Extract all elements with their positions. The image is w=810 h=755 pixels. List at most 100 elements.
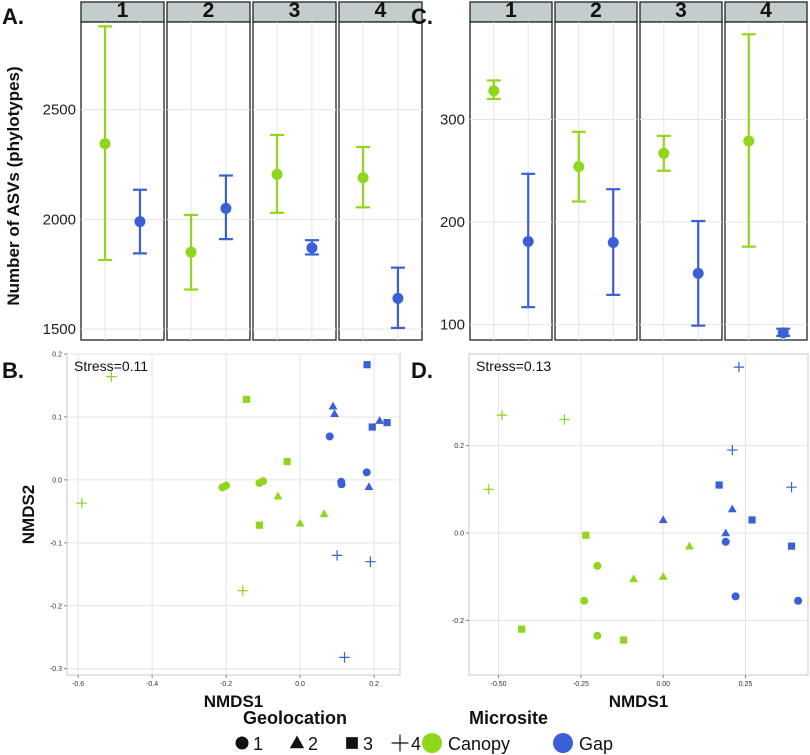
ordination-point [715, 481, 723, 489]
y-tick-label: 100 [440, 317, 465, 334]
mean-point-canopy [185, 246, 197, 258]
y-tick-label: -0.2 [452, 618, 464, 625]
mean-point-canopy [357, 172, 369, 184]
ordination-point [794, 596, 803, 605]
legend-label-geo: 2 [308, 734, 318, 754]
facet-panel [469, 21, 553, 341]
x-tick-label: -0.25 [573, 681, 589, 688]
ordination-point [106, 371, 117, 382]
panel-label: D. [411, 358, 433, 383]
x-tick-label: 0.2 [369, 681, 379, 688]
panel-label: A. [2, 4, 24, 29]
ordination-point [658, 515, 668, 524]
ordination-point [222, 481, 231, 490]
ordination-point [658, 572, 668, 580]
ordination-point [242, 395, 251, 403]
facet-panel [252, 21, 337, 341]
facet-panel [338, 21, 423, 341]
plot-area [66, 353, 401, 676]
x-axis-title: NMDS1 [204, 692, 264, 711]
facet-label: 4 [760, 0, 772, 22]
ordination-point [368, 423, 376, 431]
legend-shape-4 [391, 734, 409, 752]
panel-d: D. -0.50 -0.25 0.00 0.25 -0.2 0.0 0.2 Stress=0.1… [411, 353, 809, 711]
ordination-point [559, 414, 570, 425]
ordination-point [629, 574, 638, 583]
ordination-point [295, 518, 305, 527]
ordination-point [325, 432, 334, 441]
x-axis-title: NMDS1 [609, 692, 669, 711]
y-tick-label: 0.0 [454, 531, 464, 538]
x-tick-label: 0.25 [739, 681, 753, 688]
mean-point-canopy [488, 85, 500, 97]
legend-label-geo: 1 [253, 734, 263, 754]
ordination-point [328, 401, 338, 410]
ordination-point [362, 468, 371, 477]
y-axis-title: NMDS2 [19, 485, 38, 545]
ordination-point [330, 409, 339, 417]
stress-label: Stress=0.13 [476, 358, 551, 374]
x-tick-label: 0.00 [656, 681, 670, 688]
ordination-point [375, 416, 385, 424]
ordination-point [593, 631, 602, 640]
mean-point-canopy [99, 138, 111, 150]
x-tick-label: -0.50 [491, 681, 507, 688]
mean-point-gap [607, 237, 619, 249]
ordination-point [76, 497, 87, 509]
mean-point-gap [522, 236, 534, 248]
panel-c: C. 1 2 3 4 100 200 300 [411, 0, 808, 341]
facet-label: 4 [375, 0, 387, 22]
legend: Geolocation 1 2 3 4 Microsite Canopy Gap [235, 708, 613, 754]
ordination-point [363, 361, 371, 369]
panel-b: B. -0.6 -0.4 -0.2 0.0 0.2 -0.3 -0.2 -0.1 0.0 0.1 0.… [2, 352, 401, 711]
mean-point-gap [134, 216, 146, 228]
legend-label-canopy: Canopy [448, 734, 510, 754]
ordination-point [748, 516, 756, 524]
y-tick-label: 200 [440, 214, 465, 231]
ordination-point [259, 477, 268, 486]
ordination-point [721, 537, 730, 546]
ordination-point [496, 409, 508, 421]
legend-shape-1 [235, 736, 249, 750]
mean-point-canopy [743, 135, 755, 147]
legend-label-geo: 4 [411, 734, 421, 754]
ordination-point [337, 480, 346, 489]
legend-swatch-canopy [422, 733, 442, 753]
ordination-point [721, 528, 731, 537]
ordination-point [383, 419, 391, 427]
y-tick-label: -0.1 [50, 540, 62, 547]
y-tick-label: 2000 [43, 211, 76, 228]
legend-label-geo: 3 [363, 734, 373, 754]
y-tick-label: -0.3 [50, 666, 62, 673]
mean-point-gap [392, 292, 404, 304]
facet-panel [80, 21, 165, 341]
y-axis-title: Number of ASVs (phylotypes) [4, 66, 23, 305]
ordination-point [273, 491, 283, 500]
legend-title-microsite: Microsite [469, 708, 548, 728]
y-tick-label: -0.2 [50, 603, 62, 610]
x-tick-label: 0.0 [295, 681, 305, 688]
ordination-point [593, 561, 602, 570]
facet-panel [724, 21, 808, 341]
mean-point-gap [777, 327, 789, 339]
mean-point-canopy [658, 147, 670, 159]
ordination-point [518, 625, 526, 633]
facet-label: 3 [289, 0, 301, 22]
facet-panel [554, 21, 638, 341]
ordination-point [620, 636, 628, 644]
facet-label: 1 [505, 0, 517, 22]
y-tick-label: 2500 [43, 102, 76, 119]
ordination-point [255, 521, 263, 529]
mean-point-gap [220, 202, 232, 214]
ordination-point [731, 592, 740, 601]
y-tick-label: 0.1 [52, 414, 62, 421]
ordination-point [786, 482, 797, 493]
facet-label: 2 [590, 0, 602, 22]
ordination-point [580, 596, 589, 605]
ordination-point [237, 585, 248, 596]
ordination-point [787, 542, 796, 550]
ordination-point [685, 541, 694, 550]
panel-label: C. [411, 4, 433, 29]
ordination-point [339, 652, 350, 663]
